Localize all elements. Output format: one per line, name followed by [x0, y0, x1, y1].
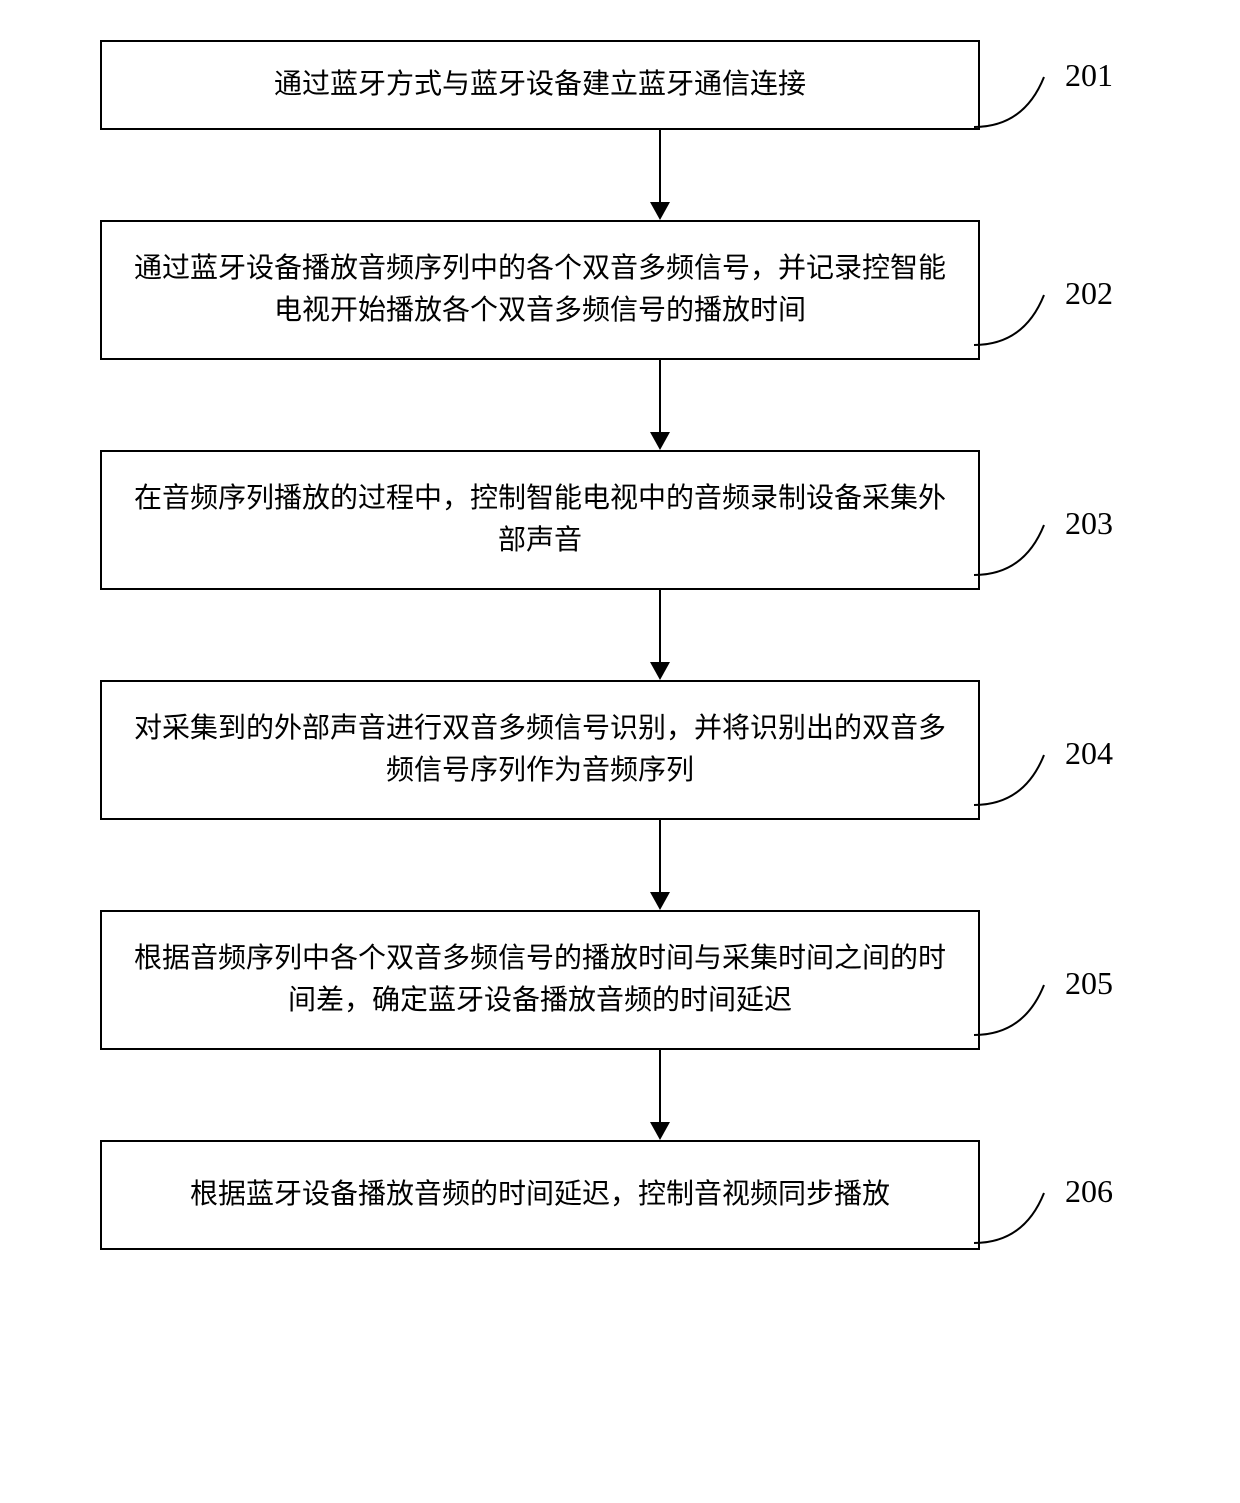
step-text: 对采集到的外部声音进行双音多频信号识别，并将识别出的双音多频信号序列作为音频序列 — [132, 708, 948, 792]
step-row-204: 对采集到的外部声音进行双音多频信号识别，并将识别出的双音多频信号序列作为音频序列… — [20, 680, 1220, 820]
curve-connector-icon — [974, 285, 1064, 355]
step-row-202: 通过蓝牙设备播放音频序列中的各个双音多频信号，并记录控智能电视开始播放各个双音多… — [20, 220, 1220, 360]
step-box-202: 通过蓝牙设备播放音频序列中的各个双音多频信号，并记录控智能电视开始播放各个双音多… — [100, 220, 980, 360]
step-label: 205 — [1065, 965, 1113, 1002]
step-row-203: 在音频序列播放的过程中，控制智能电视中的音频录制设备采集外部声音 203 — [20, 450, 1220, 590]
arrow-head-icon — [650, 1122, 670, 1140]
step-row-206: 根据蓝牙设备播放音频的时间延迟，控制音视频同步播放 206 — [20, 1140, 1220, 1250]
step-label: 206 — [1065, 1173, 1113, 1210]
step-label: 203 — [1065, 505, 1113, 542]
arrow-204-205 — [220, 820, 1100, 910]
step-box-203: 在音频序列播放的过程中，控制智能电视中的音频录制设备采集外部声音 — [100, 450, 980, 590]
curve-connector-icon — [974, 745, 1064, 815]
arrow-head-icon — [650, 432, 670, 450]
arrow-head-icon — [650, 892, 670, 910]
arrow-line — [659, 360, 661, 435]
step-box-206: 根据蓝牙设备播放音频的时间延迟，控制音视频同步播放 — [100, 1140, 980, 1250]
arrow-line — [659, 820, 661, 895]
arrow-201-202 — [220, 130, 1100, 220]
step-text: 在音频序列播放的过程中，控制智能电视中的音频录制设备采集外部声音 — [132, 478, 948, 562]
arrow-203-204 — [220, 590, 1100, 680]
step-row-201: 通过蓝牙方式与蓝牙设备建立蓝牙通信连接 201 — [20, 40, 1220, 130]
curve-connector-icon — [974, 975, 1064, 1045]
arrow-line — [659, 130, 661, 205]
step-label: 201 — [1065, 57, 1113, 94]
arrow-205-206 — [220, 1050, 1100, 1140]
flowchart-container: 通过蓝牙方式与蓝牙设备建立蓝牙通信连接 201 通过蓝牙设备播放音频序列中的各个… — [20, 40, 1220, 1250]
step-text: 根据音频序列中各个双音多频信号的播放时间与采集时间之间的时间差，确定蓝牙设备播放… — [132, 938, 948, 1022]
step-label: 204 — [1065, 735, 1113, 772]
step-text: 通过蓝牙方式与蓝牙设备建立蓝牙通信连接 — [274, 64, 806, 106]
arrow-202-203 — [220, 360, 1100, 450]
arrow-line — [659, 590, 661, 665]
step-box-204: 对采集到的外部声音进行双音多频信号识别，并将识别出的双音多频信号序列作为音频序列 — [100, 680, 980, 820]
arrow-line — [659, 1050, 661, 1125]
step-text: 通过蓝牙设备播放音频序列中的各个双音多频信号，并记录控智能电视开始播放各个双音多… — [132, 248, 948, 332]
step-box-205: 根据音频序列中各个双音多频信号的播放时间与采集时间之间的时间差，确定蓝牙设备播放… — [100, 910, 980, 1050]
step-box-201: 通过蓝牙方式与蓝牙设备建立蓝牙通信连接 — [100, 40, 980, 130]
step-text: 根据蓝牙设备播放音频的时间延迟，控制音视频同步播放 — [190, 1174, 890, 1216]
step-row-205: 根据音频序列中各个双音多频信号的播放时间与采集时间之间的时间差，确定蓝牙设备播放… — [20, 910, 1220, 1050]
curve-connector-icon — [974, 1183, 1064, 1253]
step-label: 202 — [1065, 275, 1113, 312]
arrow-head-icon — [650, 662, 670, 680]
arrow-head-icon — [650, 202, 670, 220]
curve-connector-icon — [974, 515, 1064, 585]
curve-connector-icon — [974, 67, 1064, 137]
